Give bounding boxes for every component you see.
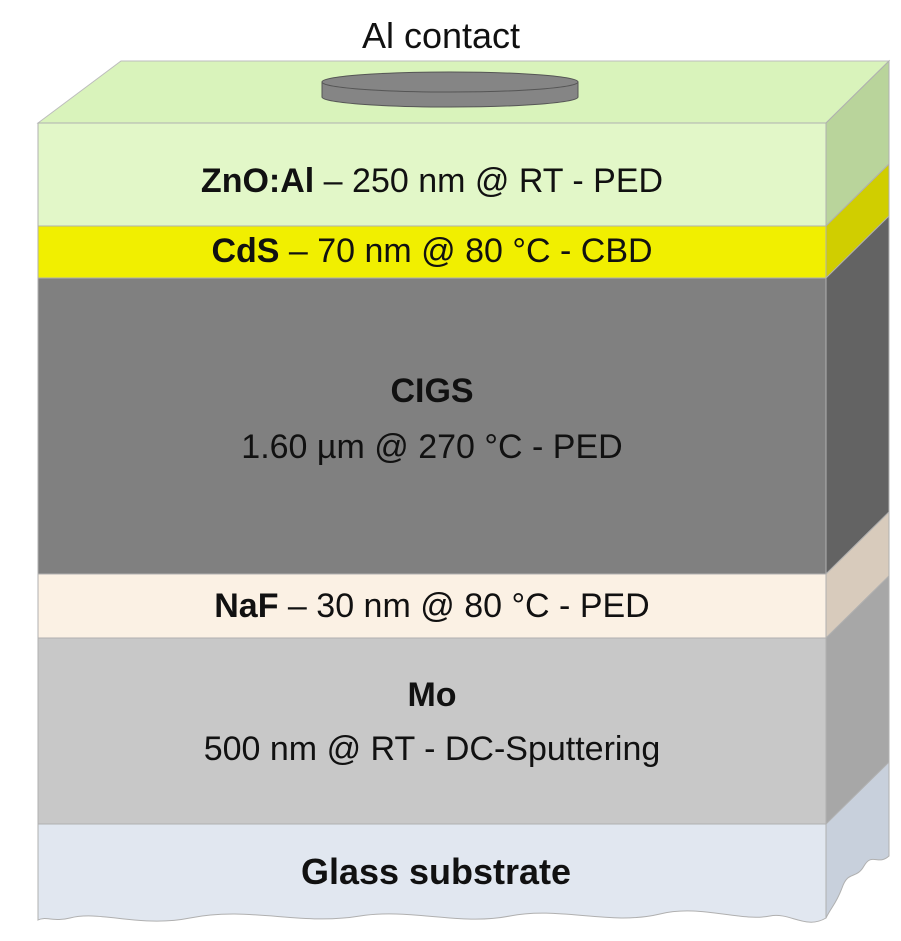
layer-naf-front (37, 573, 827, 639)
layer-cds-label: CdS – 70 nm @ 80 °C - CBD (211, 232, 652, 270)
layer-glass-substrate: Glass substrate (37, 760, 890, 923)
layer-mo-name: Mo (407, 676, 456, 714)
layer-glass-side (825, 760, 890, 919)
layer-zno-al-label: ZnO:Al – 250 nm @ RT - PED (201, 162, 663, 200)
al-contact-label: Al contact (362, 15, 520, 56)
layer-mo: Mo 500 nm @ RT - DC-Sputtering (37, 574, 890, 826)
layer-naf-label: NaF – 30 nm @ 80 °C - PED (214, 587, 649, 625)
layer-mo-detail: 500 nm @ RT - DC-Sputtering (204, 730, 661, 768)
layer-naf: NaF – 30 nm @ 80 °C - PED (37, 510, 890, 640)
layer-cigs-side (825, 214, 890, 576)
layer-glass-label: Glass substrate (301, 851, 571, 892)
layer-cigs-detail: 1.60 µm @ 270 °C - PED (241, 428, 622, 466)
layer-cigs: CIGS 1.60 µm @ 270 °C - PED (37, 214, 890, 576)
layer-mo-front (37, 637, 827, 825)
layer-cigs-front (37, 277, 827, 575)
layer-cds: CdS – 70 nm @ 80 °C - CBD (37, 162, 890, 280)
al-contact-disk (321, 71, 579, 108)
al-contact-top (321, 71, 579, 93)
layer-glass-front (37, 823, 827, 923)
layer-zno-al: ZnO:Al – 250 nm @ RT - PED (37, 59, 890, 228)
layer-cigs-name: CIGS (390, 372, 473, 410)
layer-zno-al-front (37, 122, 827, 227)
